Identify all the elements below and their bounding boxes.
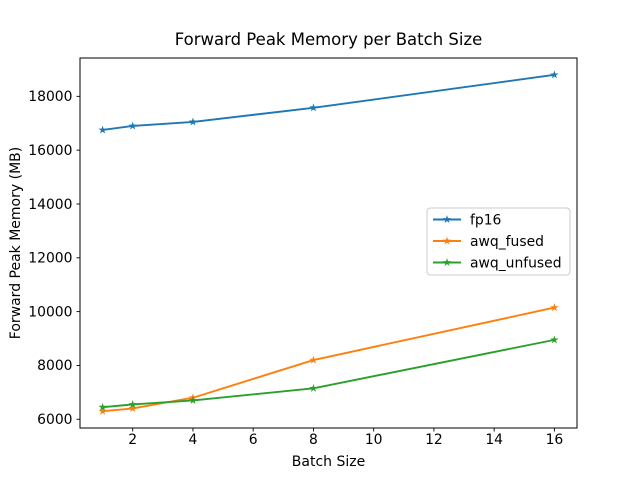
y-tick-label: 10000: [28, 304, 72, 320]
y-tick-label: 16000: [28, 143, 72, 159]
legend-label-fp16: fp16: [470, 213, 501, 229]
series-marker-awq_fused: [128, 404, 137, 413]
legend-box: [426, 207, 571, 276]
x-tick-label: 6: [249, 432, 258, 448]
series-marker-fp16: [128, 121, 137, 130]
series-marker-fp16: [188, 117, 198, 126]
x-tick-label: 14: [485, 432, 503, 448]
y-tick-label: 8000: [37, 358, 72, 374]
series-marker-awq_fused: [98, 406, 107, 415]
legend-marker-awq_unfused: [442, 258, 452, 267]
x-tick-label: 8: [309, 432, 318, 448]
x-axis-label: Batch Size: [292, 454, 365, 470]
series-marker-fp16: [98, 125, 107, 134]
series-marker-fp16: [550, 70, 559, 79]
chart-title: Forward Peak Memory per Batch Size: [175, 30, 483, 49]
x-tick-label: 12: [425, 432, 443, 448]
y-tick-label: 12000: [28, 251, 72, 267]
series-marker-awq_fused: [550, 303, 559, 312]
plot-area: [79, 57, 578, 429]
series-line-fp16: [102, 73, 555, 131]
legend-entry-fp16: fp16: [433, 213, 501, 229]
y-axis-ticks: 6000 8000 10000 12000 14000 16000 18000: [28, 89, 80, 428]
legend-label-awq_unfused: awq_unfused: [470, 256, 562, 272]
series-marker-awq_unfused: [188, 396, 198, 404]
series-marker-awq_unfused: [128, 400, 137, 409]
legend-label-awq_fused: awq_fused: [470, 234, 544, 250]
x-axis-ticks: 2 4 6 8 10 12 14 16: [128, 428, 563, 448]
series-line-awq_fused: [102, 306, 555, 413]
y-axis-label: Forward Peak Memory (MB): [8, 147, 24, 339]
y-tick-label: 14000: [28, 197, 72, 213]
x-tick-label: 4: [189, 432, 198, 448]
x-tick-label: 16: [546, 432, 564, 448]
series-marker-awq_unfused: [550, 335, 559, 344]
legend-marker-awq_fused: [442, 236, 452, 245]
legend-entry-awq_fused: awq_fused: [433, 234, 544, 250]
series-group: [98, 70, 559, 415]
series-marker-awq_unfused: [309, 383, 318, 392]
x-tick-label: 10: [365, 432, 383, 448]
legend-entry-awq_unfused: awq_unfused: [433, 256, 562, 272]
y-tick-label: 18000: [28, 89, 72, 105]
y-tick-label: 6000: [37, 412, 72, 428]
series-marker-awq_fused: [309, 355, 318, 364]
series-marker-awq_unfused: [98, 402, 107, 411]
legend: fp16 awq_fused awq_unfused: [426, 207, 571, 276]
series-marker-fp16: [309, 103, 318, 112]
legend-marker-fp16: [442, 215, 452, 224]
series-line-awq_unfused: [102, 338, 555, 409]
x-tick-label: 2: [128, 432, 137, 448]
